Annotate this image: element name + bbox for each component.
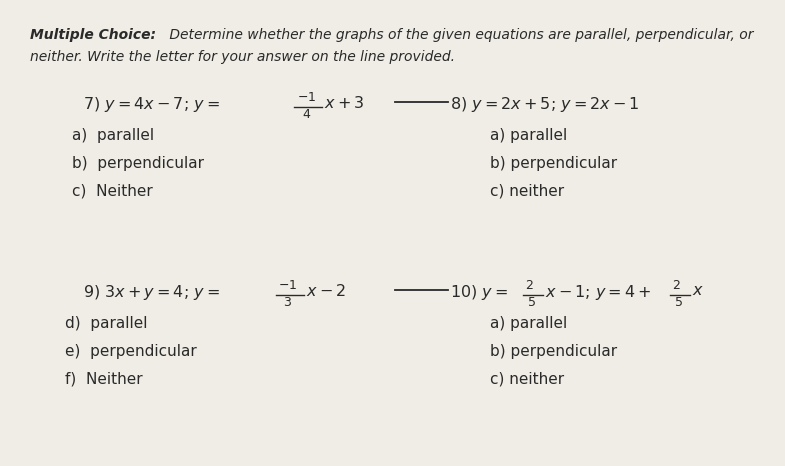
Text: $5$: $5$ bbox=[674, 296, 683, 309]
Text: $-1$: $-1$ bbox=[297, 91, 316, 104]
Text: Multiple Choice:: Multiple Choice: bbox=[30, 28, 156, 42]
Text: c)  Neither: c) Neither bbox=[72, 184, 153, 199]
Text: $x - 1$; $y = 4 + $: $x - 1$; $y = 4 + $ bbox=[545, 283, 652, 302]
Text: Determine whether the graphs of the given equations are parallel, perpendicular,: Determine whether the graphs of the give… bbox=[165, 28, 754, 42]
Text: $2$: $2$ bbox=[525, 279, 534, 292]
Text: b) perpendicular: b) perpendicular bbox=[490, 344, 617, 359]
Text: 8) $y = 2x + 5$; $y = 2x - 1$: 8) $y = 2x + 5$; $y = 2x - 1$ bbox=[450, 95, 640, 114]
Text: e)  perpendicular: e) perpendicular bbox=[65, 344, 197, 359]
Text: b)  perpendicular: b) perpendicular bbox=[72, 156, 204, 171]
Text: c) neither: c) neither bbox=[490, 372, 564, 387]
Text: a) parallel: a) parallel bbox=[490, 128, 568, 143]
Text: b) perpendicular: b) perpendicular bbox=[490, 156, 617, 171]
Text: a)  parallel: a) parallel bbox=[72, 128, 154, 143]
Text: c) neither: c) neither bbox=[490, 184, 564, 199]
Text: $4$: $4$ bbox=[302, 108, 311, 121]
Text: d)  parallel: d) parallel bbox=[65, 316, 148, 331]
Text: $2$: $2$ bbox=[672, 279, 681, 292]
Text: $-1$: $-1$ bbox=[278, 279, 298, 292]
Text: $x + 3$: $x + 3$ bbox=[324, 95, 364, 111]
Text: 7) $y = 4x - 7$; $y = $: 7) $y = 4x - 7$; $y = $ bbox=[83, 95, 220, 114]
Text: neither. Write the letter for your answer on the line provided.: neither. Write the letter for your answe… bbox=[30, 50, 455, 64]
Text: $3$: $3$ bbox=[283, 296, 292, 309]
Text: f)  Neither: f) Neither bbox=[65, 372, 143, 387]
Text: 9) $3x + y = 4$; $y = $: 9) $3x + y = 4$; $y = $ bbox=[83, 283, 220, 302]
Text: 10) $y = $: 10) $y = $ bbox=[450, 283, 508, 302]
Text: $x - 2$: $x - 2$ bbox=[306, 283, 346, 299]
Text: $5$: $5$ bbox=[527, 296, 536, 309]
Text: $x$: $x$ bbox=[692, 283, 704, 298]
Text: a) parallel: a) parallel bbox=[490, 316, 568, 331]
